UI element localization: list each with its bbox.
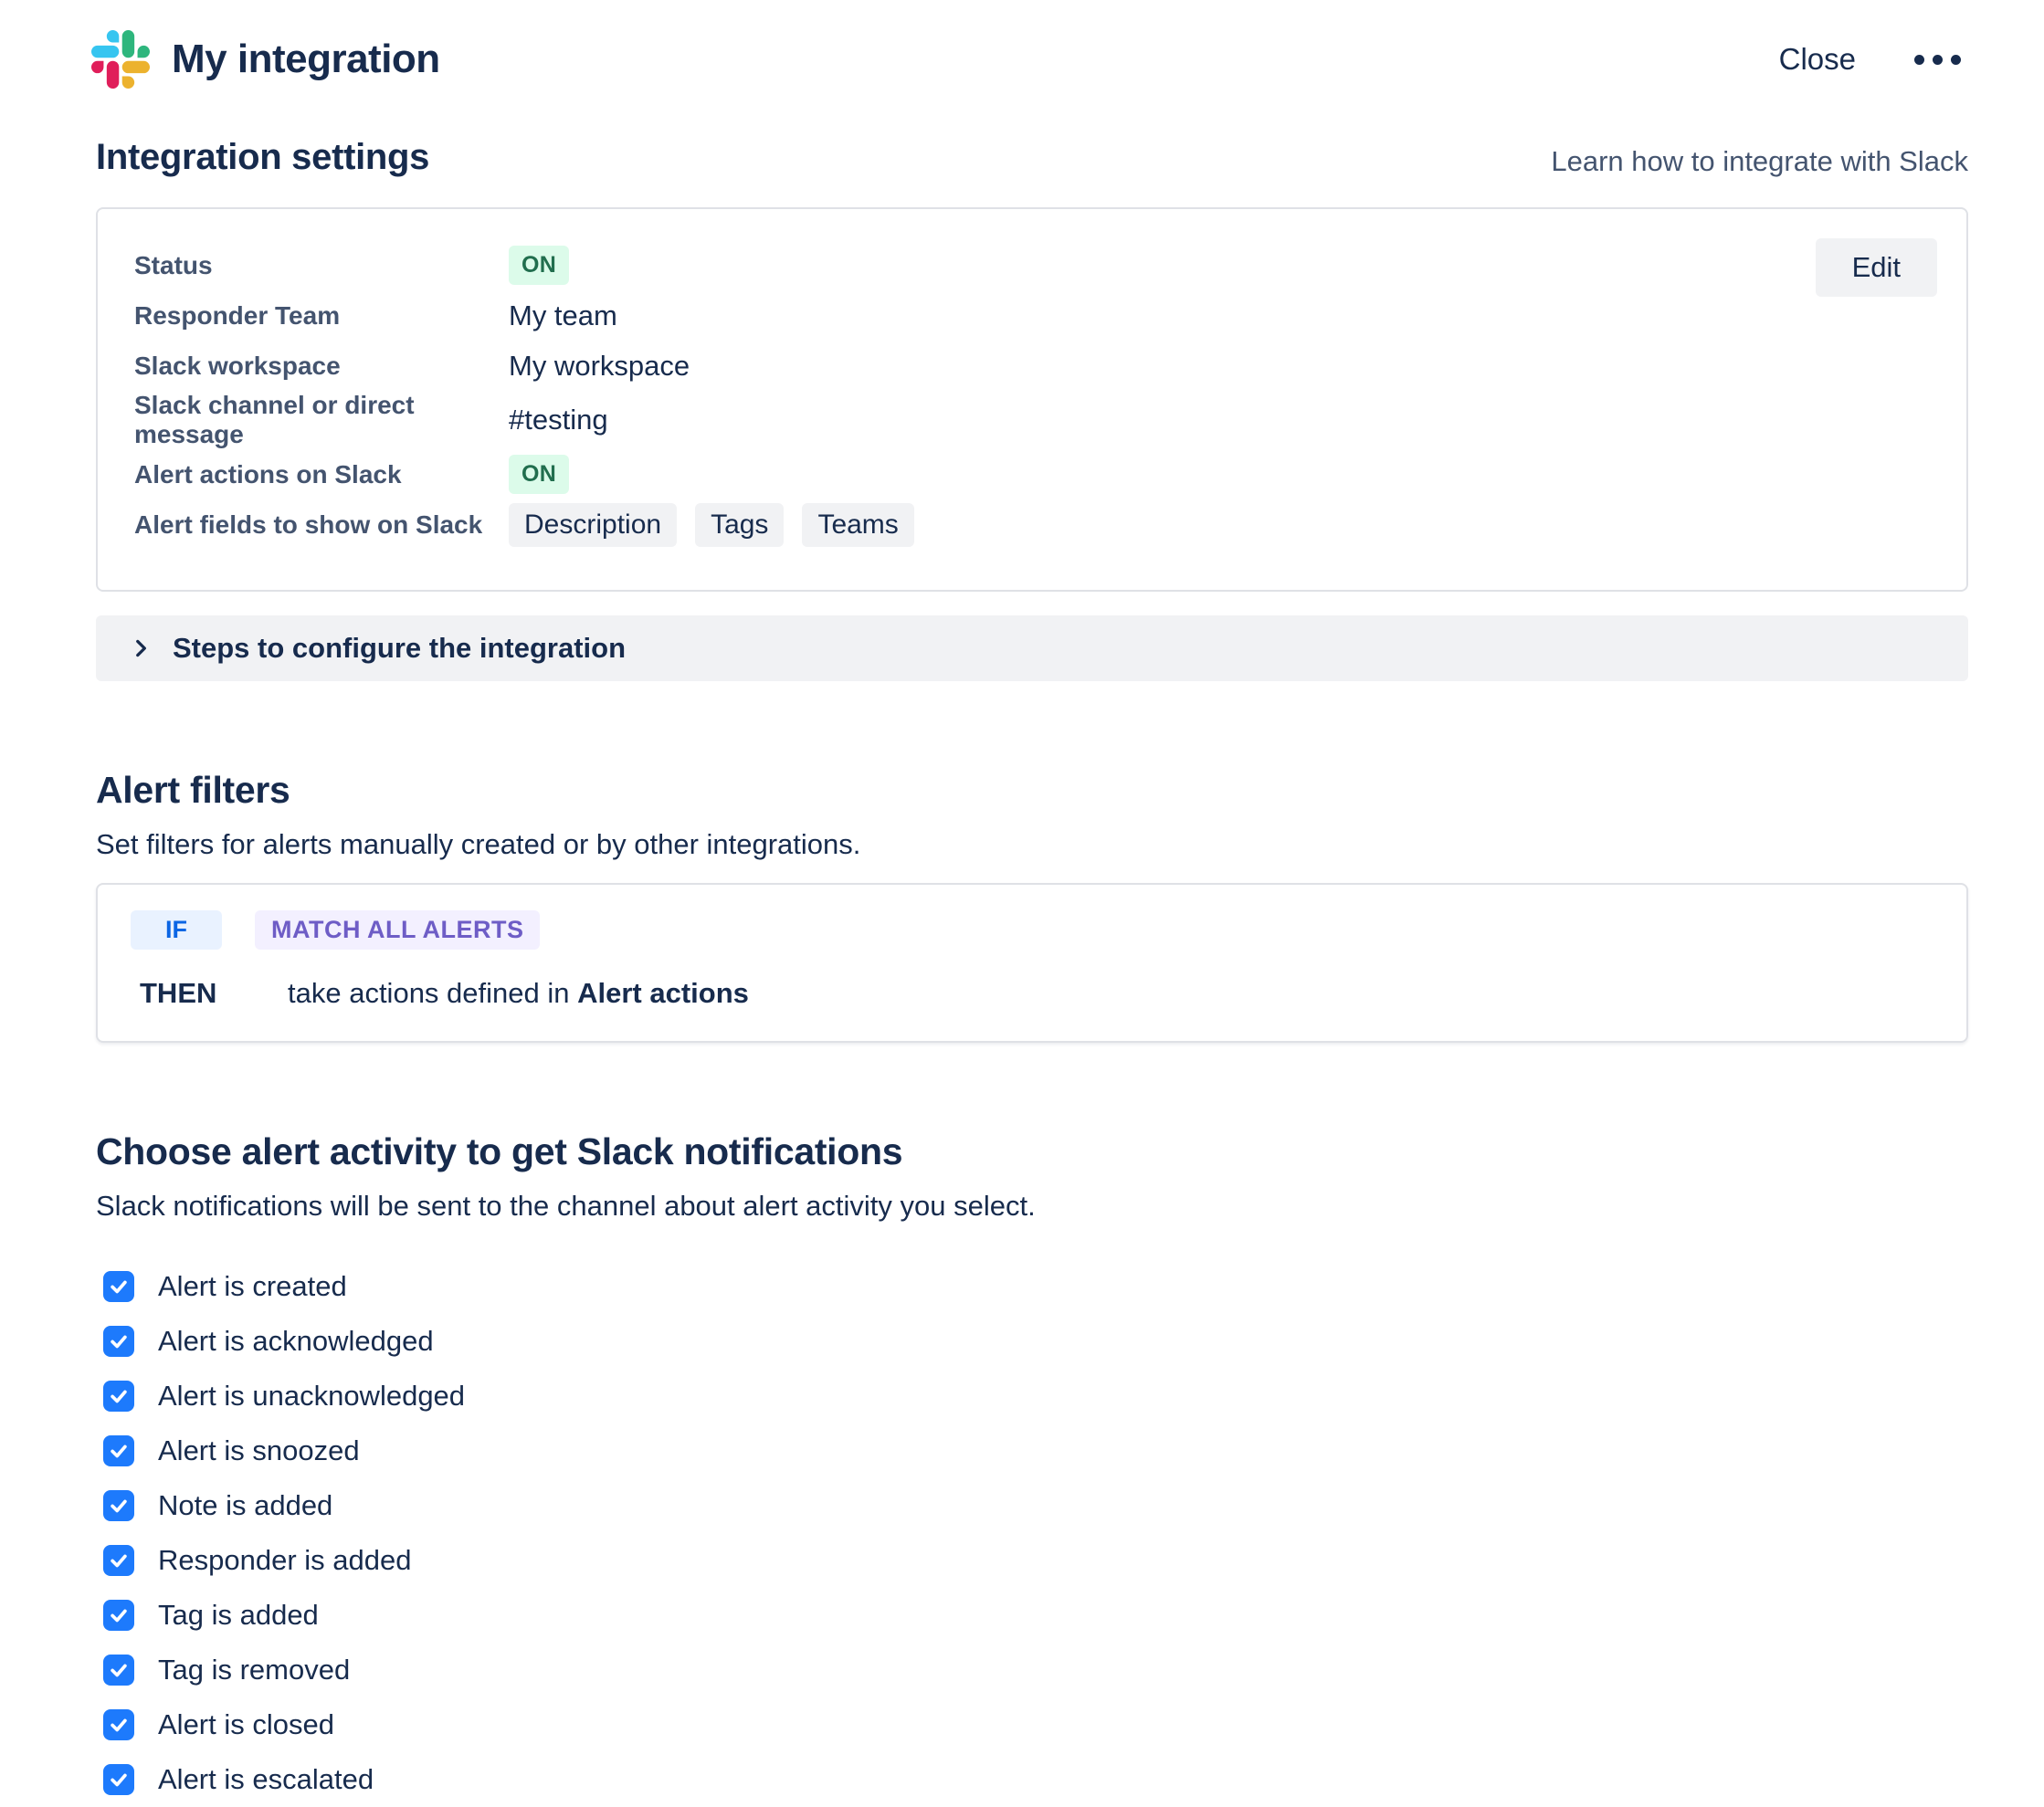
checkbox-label: Alert is snoozed: [158, 1434, 360, 1466]
edit-button[interactable]: Edit: [1815, 238, 1937, 297]
checkbox-label: Alert is created: [158, 1270, 347, 1302]
alert-filter-card: IF MATCH ALL ALERTS THEN take actions de…: [96, 883, 1968, 1043]
checkbox-label: Tag is added: [158, 1599, 319, 1631]
checkmark-icon: [111, 1773, 127, 1787]
ellipsis-icon: [1933, 54, 1943, 65]
filter-if-row: IF MATCH ALL ALERTS: [131, 910, 1933, 950]
checkmark-icon: [111, 1609, 127, 1623]
header: My integration Close: [91, 27, 1968, 91]
more-options-button[interactable]: [1907, 47, 1968, 72]
chip-teams: Teams: [802, 502, 914, 547]
checkbox-label: Alert is unacknowledged: [158, 1380, 466, 1412]
checkmark-icon: [111, 1554, 127, 1568]
checkbox-label: Alert is closed: [158, 1708, 334, 1740]
settings-row-alert-fields: Alert fields to show on Slack Descriptio…: [134, 499, 1930, 550]
chip-description: Description: [509, 502, 678, 547]
checkbox-label: Responder is added: [158, 1544, 412, 1576]
settings-value: My workspace: [509, 349, 690, 382]
ellipsis-icon: [1914, 54, 1924, 65]
settings-label: Status: [134, 250, 213, 279]
settings-label: Slack workspace: [134, 351, 341, 380]
settings-label: Slack channel or direct message: [134, 391, 415, 448]
checkbox-checked[interactable]: [103, 1545, 134, 1576]
checkbox-row-alert-escalated[interactable]: Alert is escalated: [96, 1752, 1968, 1807]
checkbox-row-alert-closed[interactable]: Alert is closed: [96, 1697, 1968, 1752]
integration-settings-card: Edit Status ON Responder Team My team Sl…: [96, 207, 1968, 592]
match-all-alerts-badge: MATCH ALL ALERTS: [255, 910, 541, 950]
chip-tags: Tags: [695, 502, 785, 547]
settings-row-channel: Slack channel or direct message #testing: [134, 391, 1930, 449]
ellipsis-icon: [1951, 54, 1961, 65]
checkbox-row-tag-added[interactable]: Tag is added: [96, 1588, 1968, 1643]
header-actions: Close: [1779, 42, 1968, 77]
settings-heading-row: Integration settings Learn how to integr…: [96, 137, 1968, 178]
checkbox-checked[interactable]: [103, 1435, 134, 1466]
checkbox-checked[interactable]: [103, 1655, 134, 1686]
checkmark-icon: [111, 1664, 127, 1677]
chevron-right-icon: [136, 639, 146, 657]
checkbox-row-alert-unacknowledged[interactable]: Alert is unacknowledged: [96, 1369, 1968, 1424]
then-text: take actions defined in Alert actions: [288, 977, 749, 1010]
checkbox-label: Alert is acknowledged: [158, 1325, 434, 1357]
notifications-subtitle: Slack notifications will be sent to the …: [96, 1190, 1036, 1222]
checkmark-icon: [111, 1718, 127, 1732]
alert-filters-heading: Alert filters: [96, 769, 290, 811]
alert-fields-chips: Description Tags Teams: [509, 502, 1930, 547]
checkbox-checked[interactable]: [103, 1764, 134, 1795]
checkmark-icon: [111, 1445, 127, 1458]
checkbox-label: Tag is removed: [158, 1654, 351, 1686]
notifications-heading: Choose alert activity to get Slack notif…: [96, 1130, 903, 1172]
settings-label: Alert fields to show on Slack: [134, 510, 483, 539]
checkbox-row-alert-created[interactable]: Alert is created: [96, 1259, 1968, 1314]
checkbox-label: Alert is escalated: [158, 1763, 374, 1795]
learn-integrate-link[interactable]: Learn how to integrate with Slack: [1551, 145, 1968, 177]
steps-to-configure-expander[interactable]: Steps to configure the integration: [96, 615, 1968, 681]
checkbox-row-tag-removed[interactable]: Tag is removed: [96, 1643, 1968, 1697]
settings-label: Alert actions on Slack: [134, 459, 402, 489]
status-on-badge: ON: [509, 246, 570, 285]
alert-filters-subtitle: Set filters for alerts manually created …: [96, 828, 861, 860]
then-text-plain: take actions defined in: [288, 977, 570, 1009]
checkbox-checked[interactable]: [103, 1490, 134, 1521]
settings-row-status: Status ON: [134, 240, 1930, 290]
settings-row-responder-team: Responder Team My team: [134, 290, 1930, 341]
checkbox-checked[interactable]: [103, 1709, 134, 1740]
then-text-bold: Alert actions: [577, 977, 749, 1009]
filter-then-row: THEN take actions defined in Alert actio…: [131, 977, 1933, 1010]
checkmark-icon: [111, 1280, 127, 1294]
checkmark-icon: [111, 1499, 127, 1513]
checkbox-checked[interactable]: [103, 1600, 134, 1631]
if-badge: IF: [131, 910, 222, 950]
checkbox-label: Note is added: [158, 1489, 333, 1521]
checkbox-row-responder-added[interactable]: Responder is added: [96, 1533, 1968, 1588]
settings-row-workspace: Slack workspace My workspace: [134, 341, 1930, 391]
checkmark-icon: [111, 1335, 127, 1349]
checkbox-row-alert-acknowledged[interactable]: Alert is acknowledged: [96, 1314, 1968, 1369]
settings-value: #testing: [509, 404, 608, 436]
page-title: My integration: [172, 37, 440, 81]
steps-label: Steps to configure the integration: [173, 632, 627, 664]
settings-heading: Integration settings: [96, 137, 430, 177]
settings-row-alert-actions: Alert actions on Slack ON: [134, 449, 1930, 499]
settings-label: Responder Team: [134, 300, 341, 330]
alert-actions-on-badge: ON: [509, 455, 570, 494]
settings-value: ON: [509, 246, 1930, 285]
close-button[interactable]: Close: [1778, 42, 1856, 76]
checkbox-checked[interactable]: [103, 1326, 134, 1357]
notification-checklist: Alert is created Alert is acknowledged A…: [96, 1259, 1968, 1807]
checkbox-checked[interactable]: [103, 1381, 134, 1412]
checkbox-row-note-added[interactable]: Note is added: [96, 1478, 1968, 1533]
checkbox-row-alert-snoozed[interactable]: Alert is snoozed: [96, 1424, 1968, 1478]
settings-value: ON: [509, 455, 1930, 494]
slack-logo-icon: [91, 30, 150, 89]
page: My integration Close Integration setting…: [91, 0, 1968, 1807]
settings-value: My team: [509, 299, 617, 331]
then-label: THEN: [140, 977, 217, 1009]
checkmark-icon: [111, 1390, 127, 1403]
checkbox-checked[interactable]: [103, 1271, 134, 1302]
